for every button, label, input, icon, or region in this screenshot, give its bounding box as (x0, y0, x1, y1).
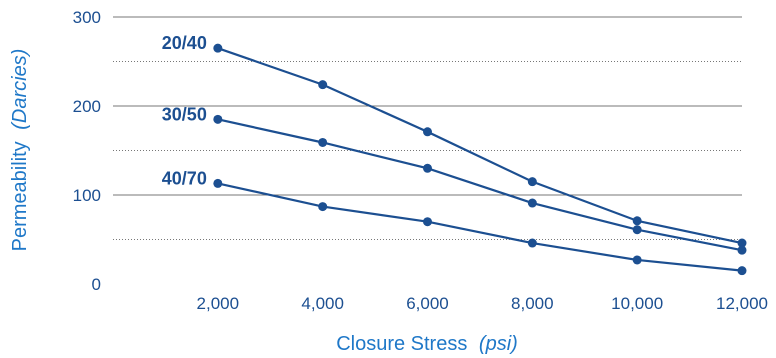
data-point (423, 127, 432, 137)
data-point (318, 202, 328, 212)
x-tick-label: 10,000 (611, 294, 663, 313)
x-tick-label: 2,000 (197, 294, 240, 313)
data-point (213, 43, 223, 53)
x-axis-title-unit: (psi) (479, 333, 518, 355)
data-point (527, 238, 537, 248)
y-axis-title-unit: (Darcies) (9, 49, 31, 130)
data-point (423, 217, 432, 227)
x-tick-label: 12,000 (716, 294, 768, 313)
data-point (318, 80, 328, 90)
y-tick-label: 0 (92, 275, 101, 294)
y-axis-title-main: Permeability (9, 141, 31, 251)
y-tick-label: 300 (73, 8, 101, 27)
x-axis-ticks: 2,000 4,000 6,000 8,000 10,000 12,000 (197, 294, 768, 313)
series-30-50: 30/50 (162, 104, 747, 255)
data-point (632, 225, 642, 235)
series-line (217, 118, 743, 252)
data-point (737, 238, 747, 248)
x-axis-title: Closure Stress (psi) (336, 333, 518, 355)
data-point (318, 137, 328, 147)
data-point (632, 255, 642, 265)
data-point (632, 216, 642, 226)
series-line (217, 47, 743, 245)
y-axis-title: Permeability (Darcies) (9, 49, 31, 252)
data-point (213, 178, 223, 188)
x-axis-title-main: Closure Stress (336, 333, 467, 355)
series-20-40: 20/40 (162, 33, 747, 248)
series-label: 20/40 (162, 33, 207, 53)
y-tick-label: 200 (73, 97, 101, 116)
data-point (213, 114, 223, 124)
x-tick-label: 4,000 (301, 294, 344, 313)
gridlines (113, 16, 742, 240)
data-point (527, 198, 537, 208)
x-tick-label: 6,000 (406, 294, 449, 313)
data-point (737, 245, 747, 255)
y-axis-ticks: 0 100 200 300 (73, 8, 101, 294)
series-group: 20/40 30/50 40/70 (162, 33, 747, 276)
series-line (217, 182, 743, 272)
series-label: 30/50 (162, 104, 207, 124)
data-point (737, 266, 747, 276)
series-label: 40/70 (162, 168, 207, 188)
y-tick-label: 100 (73, 186, 101, 205)
x-tick-label: 8,000 (511, 294, 554, 313)
series-40-70: 40/70 (162, 168, 747, 276)
data-point (423, 163, 432, 173)
data-point (527, 177, 537, 187)
